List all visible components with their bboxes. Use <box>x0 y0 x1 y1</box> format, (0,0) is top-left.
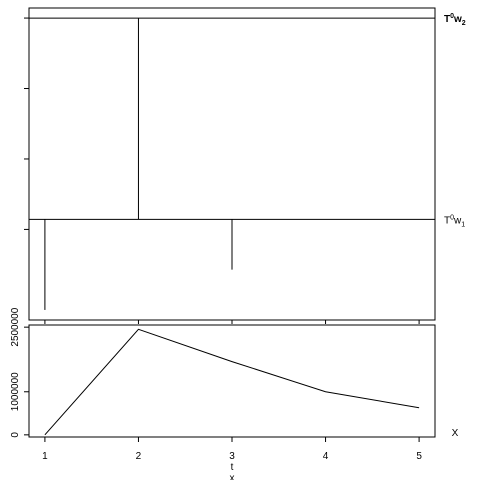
x-axis-title: t <box>231 462 234 473</box>
bottom-x-tick-label: 2 <box>136 451 142 462</box>
annotation-label: T0w2 <box>444 13 466 27</box>
bottom-panel-series <box>44 328 420 436</box>
bottom-y-tick-label: 0 <box>10 432 21 438</box>
footer-mark: x <box>230 473 235 480</box>
bottom-y-tick-label: 2500000 <box>10 307 21 346</box>
bottom-x-tick-label: 5 <box>416 451 422 462</box>
bottom-y-tick-label: 1000000 <box>10 372 21 411</box>
top-panel-frame <box>28 7 436 321</box>
bottom-panel-frame <box>28 324 436 438</box>
bottom-x-tick-label: 4 <box>323 451 329 462</box>
top-panel-vertical-segments <box>44 18 233 310</box>
bottom-panel-x-axis: 1 2 3 4 5 <box>42 437 422 462</box>
right-series-label: X <box>452 428 459 439</box>
bottom-x-tick-label: 3 <box>229 451 235 462</box>
top-panel-x-ticks <box>44 320 420 324</box>
top-panel: T0w2 T0w1 <box>24 7 466 324</box>
bottom-panel: 0 1000000 2500000 1 2 3 4 5 t x X <box>10 307 459 480</box>
series-line <box>44 328 420 436</box>
top-panel-y-ticks <box>24 17 29 230</box>
top-panel-reference-lines <box>29 17 435 220</box>
bottom-panel-y-axis: 0 1000000 2500000 <box>10 307 29 438</box>
top-panel-annotations: T0w2 T0w1 <box>444 13 466 228</box>
bottom-x-tick-label: 1 <box>42 451 48 462</box>
annotation-label: T0w1 <box>444 214 465 228</box>
